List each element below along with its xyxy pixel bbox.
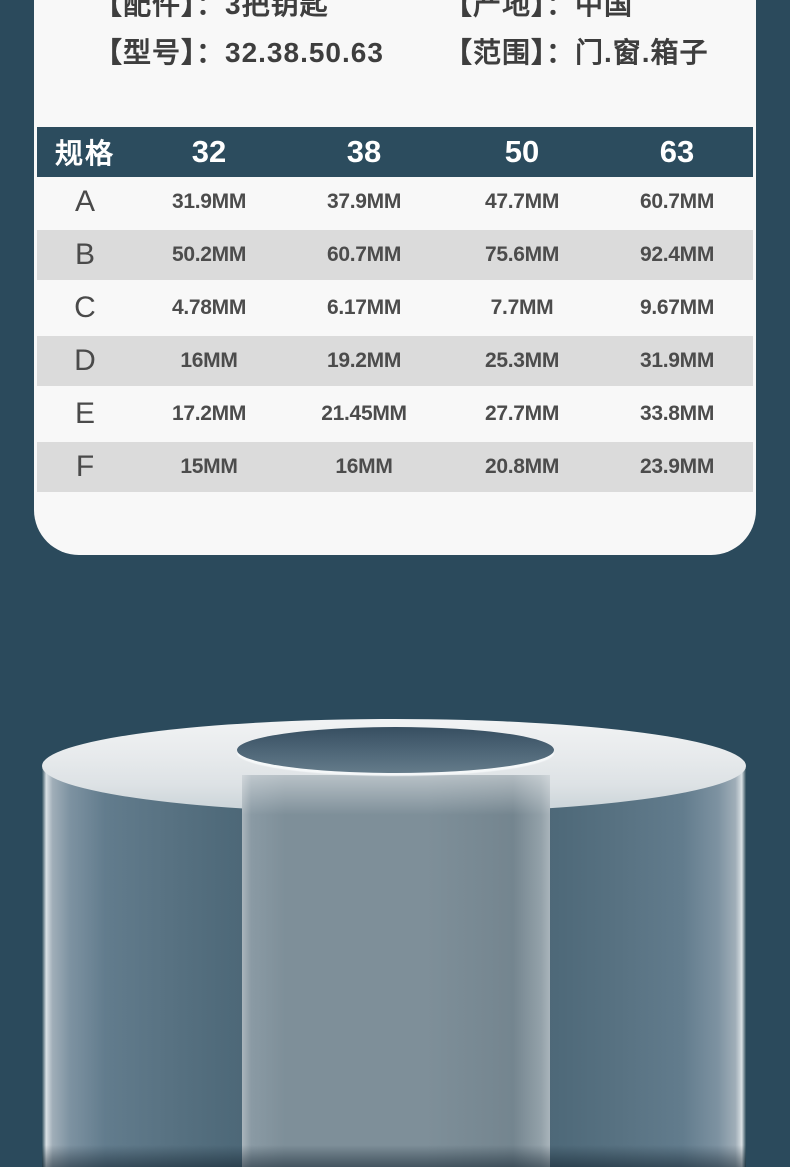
table-cell: 6.17MM bbox=[285, 281, 443, 335]
header-cell-spec: 规格 bbox=[37, 127, 133, 177]
table-cell: 4.78MM bbox=[133, 281, 285, 335]
product-info-card: 【配件】：3把钥匙 【产地】：中国 【型号】：32.38.50.63 【范围】：… bbox=[34, 0, 756, 555]
table-row-C: C 4.78MM 6.17MM 7.7MM 9.67MM bbox=[37, 281, 753, 335]
header-cell-size-63: 63 bbox=[601, 127, 753, 177]
table-cell: 33.8MM bbox=[601, 387, 753, 441]
table-cell: 19.2MM bbox=[285, 333, 443, 389]
row-label: D bbox=[37, 333, 133, 389]
table-cell: 7.7MM bbox=[443, 281, 601, 335]
spec-table: 规格 32 38 50 63 A 31.9MM 37.9MM 47.7MM 60… bbox=[37, 127, 753, 495]
header-cell-size-38: 38 bbox=[285, 127, 443, 177]
row-label: E bbox=[37, 387, 133, 441]
row-label: A bbox=[37, 177, 133, 229]
table-cell: 31.9MM bbox=[601, 333, 753, 389]
table-cell: 23.9MM bbox=[601, 439, 753, 495]
info-line-2: 【型号】：32.38.50.63 【范围】：门.窗.箱子 bbox=[94, 33, 736, 73]
table-row-A: A 31.9MM 37.9MM 47.7MM 60.7MM bbox=[37, 177, 753, 229]
table-cell: 16MM bbox=[285, 439, 443, 495]
header-cell-size-50: 50 bbox=[443, 127, 601, 177]
info-range: 【范围】：门.窗.箱子 bbox=[444, 37, 709, 68]
product-info-section: 【配件】：3把钥匙 【产地】：中国 【型号】：32.38.50.63 【范围】：… bbox=[34, 0, 756, 73]
table-cell: 60.7MM bbox=[601, 177, 753, 229]
row-label: F bbox=[37, 439, 133, 495]
cylinder-top-rim bbox=[42, 719, 746, 813]
table-cell: 21.45MM bbox=[285, 387, 443, 441]
table-cell: 75.6MM bbox=[443, 227, 601, 283]
table-row-B: B 50.2MM 60.7MM 75.6MM 92.4MM bbox=[37, 227, 753, 283]
table-cell: 47.7MM bbox=[443, 177, 601, 229]
info-accessories: 【配件】：3把钥匙 bbox=[94, 0, 329, 20]
info-origin: 【产地】：中国 bbox=[444, 0, 634, 20]
info-model: 【型号】：32.38.50.63 bbox=[94, 37, 384, 68]
cylinder-outer-body bbox=[42, 766, 746, 1167]
table-cell: 15MM bbox=[133, 439, 285, 495]
table-cell: 9.67MM bbox=[601, 281, 753, 335]
table-cell: 50.2MM bbox=[133, 227, 285, 283]
table-cell: 16MM bbox=[133, 333, 285, 389]
table-cell: 20.8MM bbox=[443, 439, 601, 495]
table-cell: 37.9MM bbox=[285, 177, 443, 229]
table-row-E: E 17.2MM 21.45MM 27.7MM 33.8MM bbox=[37, 387, 753, 441]
spec-table-header: 规格 32 38 50 63 bbox=[37, 127, 753, 177]
info-line-1: 【配件】：3把钥匙 【产地】：中国 bbox=[94, 0, 736, 25]
header-cell-size-32: 32 bbox=[133, 127, 285, 177]
table-row-F: F 15MM 16MM 20.8MM 23.9MM bbox=[37, 439, 753, 495]
row-label: B bbox=[37, 227, 133, 283]
table-cell: 31.9MM bbox=[133, 177, 285, 229]
spec-table-header-row: 规格 32 38 50 63 bbox=[37, 127, 753, 177]
table-cell: 92.4MM bbox=[601, 227, 753, 283]
cylinder-inner-wall bbox=[242, 775, 550, 1167]
cylinder-top-hole bbox=[237, 727, 554, 773]
table-cell: 60.7MM bbox=[285, 227, 443, 283]
table-cell: 17.2MM bbox=[133, 387, 285, 441]
cylinder-bottom-shadow bbox=[42, 1145, 746, 1167]
table-row-D: D 16MM 19.2MM 25.3MM 31.9MM bbox=[37, 333, 753, 389]
row-label: C bbox=[37, 281, 133, 335]
table-cell: 25.3MM bbox=[443, 333, 601, 389]
table-cell: 27.7MM bbox=[443, 387, 601, 441]
